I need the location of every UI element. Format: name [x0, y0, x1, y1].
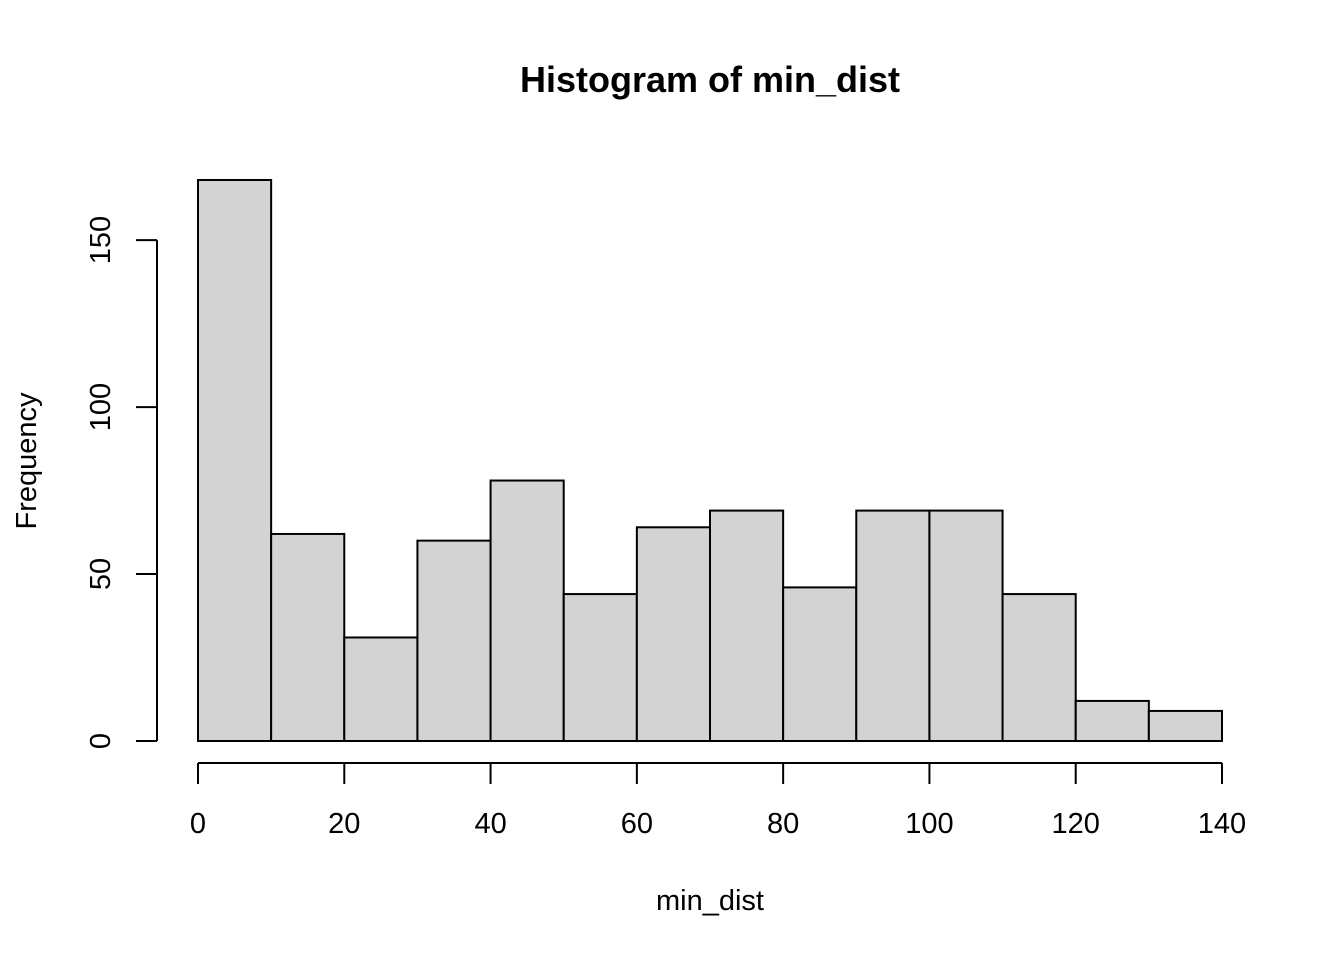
histogram-bar-90-100 — [855, 509, 931, 743]
histogram-bar-120-130 — [1074, 699, 1150, 743]
x-tick-label-20: 20 — [328, 808, 360, 840]
histogram-bar-0-10 — [197, 179, 273, 742]
histogram-bar-50-60 — [562, 593, 638, 742]
histogram-bar-70-80 — [709, 509, 785, 743]
x-tick-label-0: 0 — [190, 808, 206, 840]
histogram-bar-130-140 — [1147, 709, 1224, 742]
histogram-bar-100-110 — [928, 509, 1004, 743]
y-tick-label-100: 100 — [85, 383, 117, 431]
bars-group — [197, 179, 1224, 743]
y-tick-label-50: 50 — [85, 558, 117, 590]
x-axis: 0 20 40 60 80 100 120 140 — [190, 762, 1246, 840]
histogram-bar-30-40 — [416, 539, 492, 743]
x-tick-label-80: 80 — [767, 808, 799, 840]
x-tick-label-120: 120 — [1052, 808, 1100, 840]
histogram-bar-80-90 — [782, 586, 858, 743]
histogram-bar-60-70 — [635, 526, 711, 742]
x-axis-label: min_dist — [656, 885, 764, 917]
chart-title: Histogram of min_dist — [520, 59, 900, 100]
histogram-bar-110-120 — [1001, 593, 1077, 742]
x-tick-label-100: 100 — [905, 808, 953, 840]
x-tick-label-140: 140 — [1198, 808, 1246, 840]
x-tick-label-40: 40 — [474, 808, 506, 840]
x-tick-label-60: 60 — [621, 808, 653, 840]
y-tick-label-0: 0 — [85, 733, 117, 749]
histogram-bar-20-30 — [343, 636, 419, 742]
y-tick-label-150: 150 — [85, 216, 117, 264]
histogram-bar-10-20 — [270, 532, 346, 743]
y-axis-label: Frequency — [11, 392, 43, 530]
histogram-bar-40-50 — [489, 479, 565, 742]
y-axis: 0 50 100 150 — [85, 216, 158, 749]
